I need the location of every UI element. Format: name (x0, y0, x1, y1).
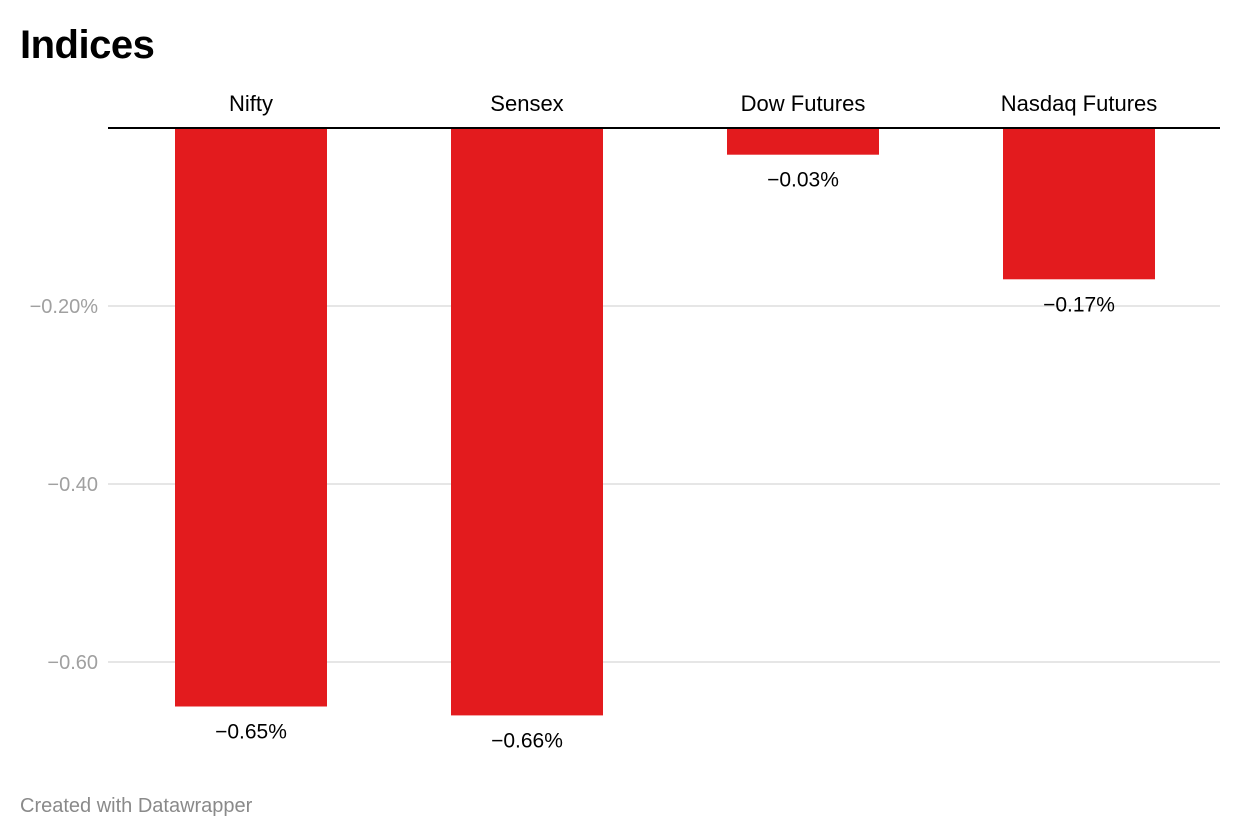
data-label: −0.65% (215, 721, 287, 744)
data-label: −0.17% (1043, 293, 1115, 316)
data-label: −0.66% (491, 729, 563, 752)
category-label: Nifty (229, 91, 273, 116)
labels: −0.20% −0.40 −0.60 Nifty −0.65% Sensex −0.66% D… (30, 91, 1158, 752)
y-tick-label: −0.60 (47, 652, 98, 674)
y-tick-label: −0.40 (47, 474, 98, 496)
category-label: Dow Futures (741, 91, 866, 116)
bar-sensex (451, 128, 603, 716)
chart-title: Indices (20, 23, 155, 67)
bar-dow-futures (727, 128, 879, 155)
footer-credit: Created with Datawrapper (20, 795, 253, 817)
bar-nifty (175, 128, 327, 707)
y-tick-label: −0.20% (30, 296, 99, 318)
bars (175, 128, 1155, 716)
data-label: −0.03% (767, 169, 839, 192)
category-label: Nasdaq Futures (1001, 91, 1158, 116)
category-label: Sensex (490, 91, 563, 116)
bar-nasdaq-futures (1003, 128, 1155, 280)
